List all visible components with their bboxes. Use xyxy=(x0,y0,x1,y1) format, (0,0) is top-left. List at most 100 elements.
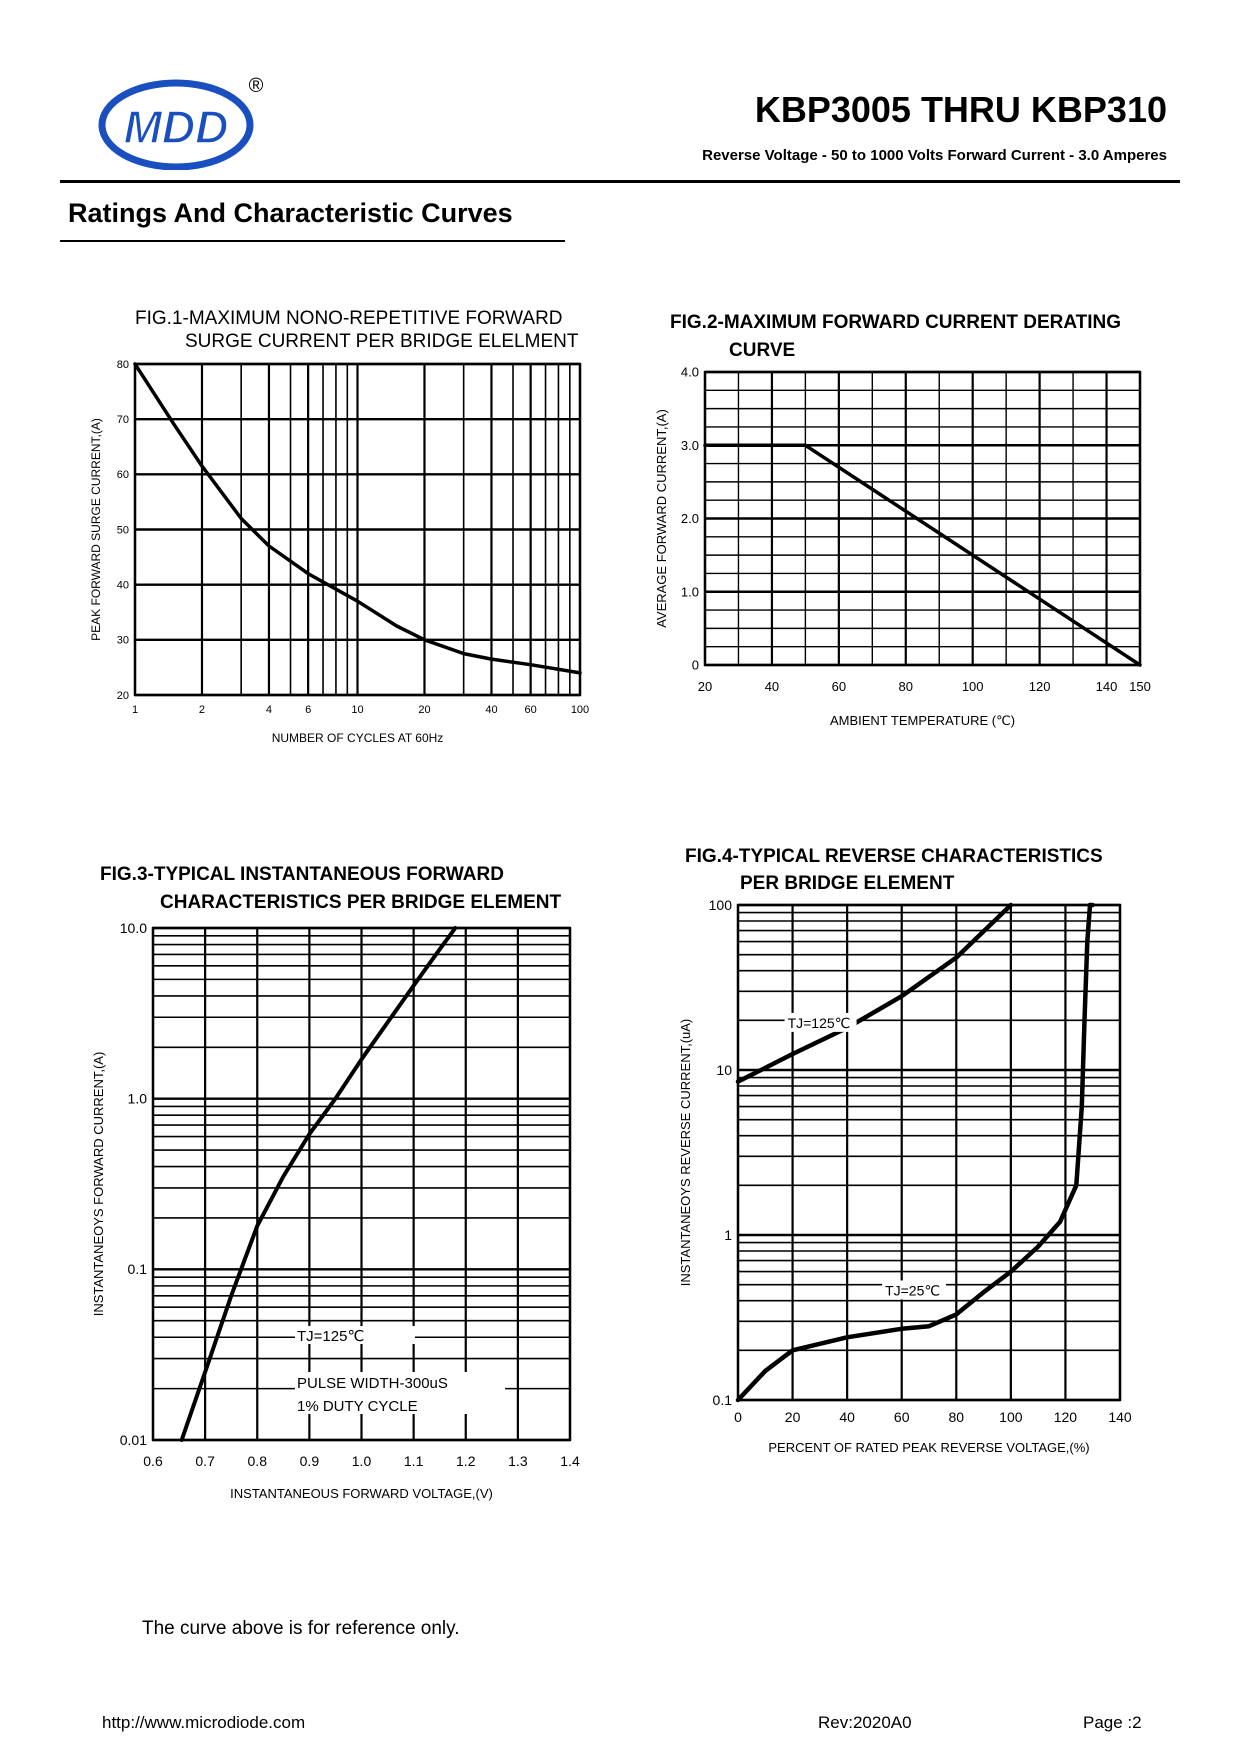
fig2-x-tick-label: 60 xyxy=(832,679,846,694)
fig4-series-line-1 xyxy=(735,902,1014,1084)
fig4-x-axis-label: PERCENT OF RATED PEAK REVERSE VOLTAGE,(%… xyxy=(768,1440,1089,1455)
fig4-title-line2: PER BRIDGE ELEMENT xyxy=(740,873,955,894)
fig3-x-tick-label: 1.3 xyxy=(508,1453,528,1469)
fig3-x-tick-label: 1.1 xyxy=(404,1453,424,1469)
fig3-annotation-tj: TJ=125℃ xyxy=(297,1328,364,1345)
fig2-series-line-1 xyxy=(703,443,1142,667)
fig3-series-line-1 xyxy=(179,926,458,1442)
fig2-title: FIG.2-MAXIMUM FORWARD CURRENT DERATING xyxy=(670,312,1121,333)
fig4-x-tick-label: 0 xyxy=(734,1409,742,1425)
fig1-svg: FIG.1-MAXIMUM NONO-REPETITIVE FORWARDSUR… xyxy=(89,308,589,745)
fig2-x-tick-label: 150 xyxy=(1129,679,1151,694)
fig3-x-tick-label: 1.0 xyxy=(352,1453,372,1469)
fig2-y-tick-label: 3.0 xyxy=(681,438,699,453)
fig3-annotation-duty: 1% DUTY CYCLE xyxy=(297,1398,418,1415)
fig2-y-tick-label: 2.0 xyxy=(681,511,699,526)
footer-url[interactable]: http://www.microdiode.com xyxy=(102,1713,306,1732)
fig1-y-tick-label: 50 xyxy=(117,524,129,536)
fig4-x-tick-label: 140 xyxy=(1108,1409,1132,1425)
fig1-title: FIG.1-MAXIMUM NONO-REPETITIVE FORWARD xyxy=(135,308,563,329)
fig4-title: FIG.4-TYPICAL REVERSE CHARACTERISTICS xyxy=(685,846,1103,867)
fig3-x-tick-label: 0.9 xyxy=(300,1453,320,1469)
fig1-y-tick-label: 70 xyxy=(117,414,129,426)
fig4-x-tick-label: 60 xyxy=(894,1409,910,1425)
fig4-y-tick-label: 0.1 xyxy=(713,1392,733,1408)
fig1-x-tick-label: 6 xyxy=(305,704,311,716)
fig4-series-label-25: TJ=25℃ xyxy=(885,1282,940,1298)
fig3-y-tick-label: 0.01 xyxy=(120,1432,147,1448)
fig4-x-tick-label: 40 xyxy=(839,1409,855,1425)
fig4-plot-frame xyxy=(736,903,1122,1402)
fig2-x-axis-label: AMBIENT TEMPERATURE (℃) xyxy=(830,713,1015,728)
fig4-series-label-bg xyxy=(882,1280,947,1300)
fig4-y-tick-label: 100 xyxy=(709,897,733,913)
fig3-x-axis-label: INSTANTANEOUS FORWARD VOLTAGE,(V) xyxy=(230,1486,493,1501)
fig3-annotation-bg xyxy=(295,1326,415,1344)
company-logo: MDD ® xyxy=(98,70,268,171)
fig1-y-tick-label: 20 xyxy=(117,690,129,702)
fig3-forward-chart: FIG.3-TYPICAL INSTANTANEOUS FORWARD CHARA… xyxy=(85,850,605,1510)
fig4-series-label-bg xyxy=(784,1012,857,1032)
fig1-plot-frame xyxy=(133,362,582,697)
fig1-y-axis-label: PEAK FORWARD SURGE CURRENT,(A) xyxy=(89,418,103,641)
fig1-series-line-1 xyxy=(133,362,582,675)
header-divider xyxy=(60,180,1180,183)
fig2-y-tick-label: 0 xyxy=(692,658,699,673)
fig1-x-tick-label: 10 xyxy=(351,704,363,716)
fig3-x-tick-label: 1.2 xyxy=(456,1453,476,1469)
fig3-y-tick-label: 10.0 xyxy=(120,920,147,936)
fig3-plot-frame xyxy=(151,926,572,1442)
fig1-title-line2: SURGE CURRENT PER BRIDGE ELELMENT xyxy=(185,331,579,352)
fig4-x-tick-label: 20 xyxy=(785,1409,801,1425)
fig1-x-tick-label: 2 xyxy=(199,704,205,716)
fig2-x-tick-label: 40 xyxy=(765,679,779,694)
footer-page-number: Page :2 xyxy=(1083,1713,1142,1732)
fig2-x-tick-label: 20 xyxy=(698,679,712,694)
fig1-x-tick-label: 1 xyxy=(132,704,138,716)
fig1-x-tick-label: 60 xyxy=(525,704,537,716)
fig4-y-tick-label: 1 xyxy=(724,1227,732,1243)
section-title: Ratings And Characteristic Curves xyxy=(68,198,513,228)
part-subtitle: Reverse Voltage - 50 to 1000 Volts Forwa… xyxy=(702,147,1167,164)
fig2-y-axis-label: AVERAGE FORWARD CURRENT,(A) xyxy=(654,409,669,628)
reference-note: The curve above is for reference only. xyxy=(142,1618,460,1639)
fig2-x-tick-label: 120 xyxy=(1029,679,1051,694)
fig2-x-tick-label: 100 xyxy=(962,679,984,694)
fig2-x-tick-label: 140 xyxy=(1096,679,1118,694)
fig4-reverse-chart: FIG.4-TYPICAL REVERSE CHARACTERISTICS PER… xyxy=(670,840,1190,1480)
fig3-y-tick-label: 1.0 xyxy=(128,1091,148,1107)
part-title: KBP3005 THRU KBP310 xyxy=(754,89,1167,130)
fig1-y-tick-label: 60 xyxy=(117,469,129,481)
logo-text: MDD xyxy=(124,101,229,153)
registered-mark: ® xyxy=(249,75,264,97)
fig3-annotation-bg xyxy=(295,1372,505,1414)
fig4-x-tick-label: 80 xyxy=(948,1409,964,1425)
fig2-svg: FIG.2-MAXIMUM FORWARD CURRENT DERATING CU… xyxy=(654,312,1151,728)
fig1-y-tick-label: 40 xyxy=(117,580,129,592)
fig3-x-tick-label: 0.7 xyxy=(195,1453,215,1469)
fig4-svg: FIG.4-TYPICAL REVERSE CHARACTERISTICS PER… xyxy=(678,846,1132,1455)
fig3-x-tick-label: 1.4 xyxy=(560,1453,580,1469)
section-divider xyxy=(60,240,565,242)
fig3-svg: FIG.3-TYPICAL INSTANTANEOUS FORWARD CHARA… xyxy=(91,864,580,1501)
fig3-title-line2: CHARACTERISTICS PER BRIDGE ELEMENT xyxy=(160,892,562,913)
fig2-y-tick-label: 4.0 xyxy=(681,365,699,380)
fig3-x-tick-label: 0.6 xyxy=(143,1453,163,1469)
fig4-y-axis-label: INSTANTANEOYS REVERSE CURRENT,(uA) xyxy=(678,1019,693,1287)
fig2-plot-frame xyxy=(703,370,1142,667)
fig4-series-line-2 xyxy=(735,902,1095,1403)
fig3-title: FIG.3-TYPICAL INSTANTANEOUS FORWARD xyxy=(100,864,504,885)
fig2-derating-chart: FIG.2-MAXIMUM FORWARD CURRENT DERATING CU… xyxy=(650,300,1170,740)
fig1-x-tick-label: 20 xyxy=(418,704,430,716)
fig1-y-tick-label: 30 xyxy=(117,635,129,647)
fig3-annotation-pulse: PULSE WIDTH-300uS xyxy=(297,1375,448,1392)
fig4-y-tick-label: 10 xyxy=(716,1062,732,1078)
fig1-x-tick-label: 100 xyxy=(571,704,589,716)
fig1-x-tick-label: 40 xyxy=(485,704,497,716)
fig2-y-tick-label: 1.0 xyxy=(681,584,699,599)
fig4-series-label-125: TJ=125℃ xyxy=(788,1015,851,1031)
fig1-x-axis-label: NUMBER OF CYCLES AT 60Hz xyxy=(272,731,444,745)
fig1-x-tick-label: 4 xyxy=(266,704,272,716)
fig2-x-tick-label: 80 xyxy=(899,679,913,694)
fig2-title-line2: CURVE xyxy=(729,340,795,361)
